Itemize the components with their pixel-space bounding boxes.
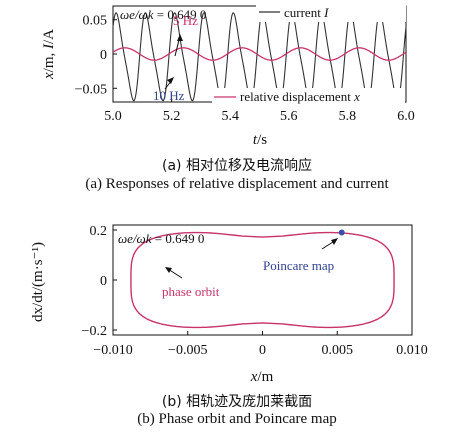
panel-b-orbit-arrowhead	[165, 267, 172, 273]
panel-a-legend-disp-bg	[212, 88, 405, 103]
panel-b-ticks: −0.010 −0.005 0 0.005 0.010 0.2 0 −0.2	[82, 224, 428, 358]
panel-a-chart: 5.0 5.2 5.4 5.6 5.8 6.0 0.05 0 −0.05 ωe/ωk = 0.6…	[41, 4, 415, 148]
panel-a-x-tick-label: 5.6	[280, 109, 298, 124]
panel-a-series	[112, 12, 407, 102]
panel-b-ratio: ωe/ωk = 0.649 0	[118, 231, 204, 246]
panel-a-ratio-sym: ωe/ωk	[120, 7, 154, 22]
panel-b-x-tick-label: −0.005	[168, 343, 207, 358]
panel-b-annotations: ωe/ωk = 0.649 0 phase orbit Poincare map	[118, 231, 338, 299]
panel-a-ticks: 5.0 5.2 5.4 5.6 5.8 6.0 0.05 0 −0.05	[75, 14, 415, 124]
panel-a-annotations: ωe/ωk = 0.649 0 5 Hz 10 Hz current I rel…	[120, 4, 406, 104]
panel-a-x-tick-label: 5.8	[339, 109, 357, 124]
panel-a-5hz-label: 5 Hz	[173, 13, 198, 28]
panel-b-poincare-label: Poincare map	[263, 258, 334, 273]
panel-b-chart: −0.010 −0.005 0 0.005 0.010 0.2 0 −0.2 ωe/ωk = …	[30, 224, 428, 385]
legend-displacement-label: relative displacement x	[240, 89, 360, 104]
panel-b-x-tick-label: −0.010	[93, 343, 132, 358]
series-current-line	[112, 12, 407, 102]
panel-b-series	[130, 229, 395, 329]
panel-a-10hz-arrowhead	[167, 77, 174, 84]
panel-a-xlabel: t/s	[253, 132, 267, 148]
series-phase-orbit	[130, 231, 395, 329]
series-displacement-line	[112, 47, 407, 61]
panel-b-poincare-arrowhead	[331, 238, 338, 245]
panel-a-ratio-val: = 0.649 0	[154, 7, 207, 22]
panel-a-x-tick-label: 6.0	[397, 109, 415, 124]
panel-b-caption-en: (b) Phase orbit and Poincare map	[137, 411, 337, 427]
panel-b-y-tick-label: 0.2	[90, 224, 108, 239]
panel-a-y-tick-label: −0.05	[75, 82, 107, 97]
panel-a-5hz-arrowhead	[177, 34, 183, 41]
panel-a-10hz-label: 10 Hz	[153, 88, 185, 103]
panel-b-x-tick-label: 0.005	[322, 343, 354, 358]
panel-a-caption-en: (a) Responses of relative displacement a…	[85, 176, 389, 192]
panel-a-x-tick-label: 5.2	[163, 109, 181, 124]
legend-current-label: current I	[284, 5, 329, 20]
panel-a-x-tick-label: 5.0	[104, 109, 122, 124]
panel-b-xlabel: x/m	[250, 369, 274, 385]
panel-a-ratio: ωe/ωk = 0.649 0	[120, 7, 206, 22]
panel-b-x-tick-label: 0.010	[396, 343, 428, 358]
panel-b-y-tick-label: 0	[100, 274, 107, 289]
panel-a-caption-zh: (a) 相对位移及电流响应	[162, 158, 312, 174]
panel-b-orbit-label: phase orbit	[162, 284, 220, 299]
panel-a-ylabel: x/m, I/A	[41, 29, 57, 80]
panel-a-x-tick-label: 5.4	[221, 109, 239, 124]
poincare-point	[338, 229, 345, 236]
panel-b-caption-zh: (b) 相轨迹及庞加莱截面	[161, 394, 313, 410]
panel-a-y-tick-label: 0.05	[83, 14, 108, 29]
panel-b-y-tick-label: −0.2	[82, 324, 107, 339]
panel-a-legend-current-bg	[256, 4, 406, 22]
panel-b-x-tick-label: 0	[259, 343, 266, 358]
panel-b-ratio-val: = 0.649 0	[152, 231, 205, 246]
panel-b-ratio-sym: ωe/ωk	[118, 231, 152, 246]
panel-a-y-tick-label: 0	[100, 48, 107, 63]
panel-b-ylabel: dx/dt/(m·s⁻¹)	[30, 242, 46, 322]
